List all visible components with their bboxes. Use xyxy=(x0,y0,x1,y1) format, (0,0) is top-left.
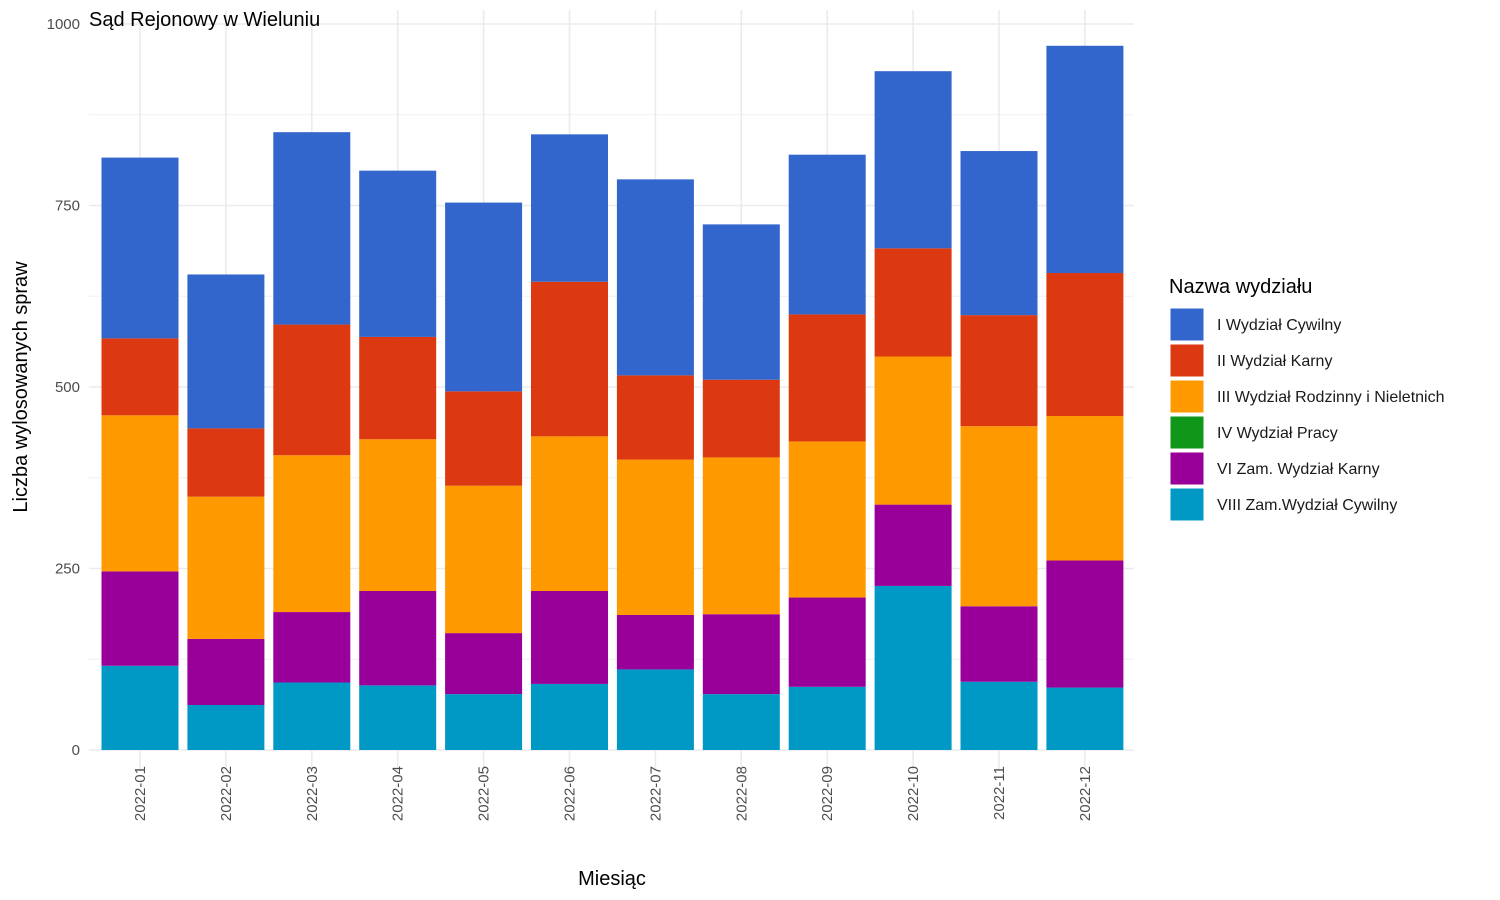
legend-label: I Wydział Cywilny xyxy=(1217,317,1341,334)
bar-segment xyxy=(273,612,351,683)
bar-segment xyxy=(788,441,866,598)
y-axis-ticks: 0 250 500 750 1000 xyxy=(47,16,80,759)
bar-segment xyxy=(445,694,523,750)
legend-swatch xyxy=(1169,451,1205,486)
bar-segment xyxy=(531,591,608,684)
x-tick-label: 2022-12 xyxy=(1077,766,1094,821)
x-tick-label: 2022-04 xyxy=(390,766,407,821)
legend-label: VIII Zam.Wydział Cywilny xyxy=(1217,497,1397,514)
bar-segment xyxy=(874,248,952,357)
bars xyxy=(101,45,1124,750)
bar-segment xyxy=(531,134,608,282)
bar-segment xyxy=(616,179,694,376)
x-tick-label: 2022-01 xyxy=(132,766,149,821)
bar-segment xyxy=(101,157,179,339)
chart-title: Sąd Rejonowy w Wieluniu xyxy=(89,9,320,31)
bar-segment xyxy=(788,597,866,687)
legend-swatch xyxy=(1169,487,1205,522)
bar-segment xyxy=(1046,687,1124,750)
bar-segment xyxy=(187,638,265,705)
bar-segment xyxy=(874,585,952,750)
bar-segment xyxy=(187,496,265,639)
bar-segment xyxy=(273,455,351,613)
bar-segment xyxy=(788,154,866,315)
legend-swatch xyxy=(1169,415,1205,450)
bar-segment xyxy=(187,274,265,429)
x-tick-label: 2022-05 xyxy=(476,766,493,821)
bar-segment xyxy=(960,315,1038,427)
bar-segment xyxy=(531,683,608,750)
legend-label: IV Wydział Pracy xyxy=(1217,425,1338,442)
bar-segment xyxy=(359,170,437,337)
bar-segment xyxy=(187,428,265,497)
bar-segment xyxy=(874,504,952,586)
bar-segment xyxy=(960,681,1038,750)
x-tick-label: 2022-06 xyxy=(562,766,579,821)
y-tick-label: 1000 xyxy=(47,16,80,33)
bar-segment xyxy=(445,391,523,486)
bar-segment xyxy=(874,71,952,249)
bar-segment xyxy=(273,324,351,456)
x-tick-label: 2022-10 xyxy=(905,766,922,821)
bar-segment xyxy=(531,281,608,437)
y-tick-label: 0 xyxy=(72,742,80,759)
y-tick-label: 750 xyxy=(55,198,80,215)
bar-segment xyxy=(445,485,523,634)
legend-title: Nazwa wydziału xyxy=(1169,276,1312,298)
bar-segment xyxy=(1046,560,1124,688)
x-tick-label: 2022-09 xyxy=(819,766,836,821)
bar-segment xyxy=(445,633,523,695)
bar-segment xyxy=(1046,416,1124,561)
bar-segment xyxy=(702,614,780,695)
bar-segment xyxy=(531,436,608,592)
bar-segment xyxy=(616,669,694,750)
bar-segment xyxy=(273,132,351,325)
bar-segment xyxy=(960,151,1038,316)
bar-segment xyxy=(445,202,523,392)
bar-segment xyxy=(702,379,780,458)
bar-segment xyxy=(359,439,437,592)
bar-segment xyxy=(359,685,437,750)
bar-segment xyxy=(874,356,952,505)
bar-segment xyxy=(702,457,780,615)
x-tick-label: 2022-02 xyxy=(218,766,235,821)
bar-segment xyxy=(616,459,694,615)
x-tick-label: 2022-07 xyxy=(647,766,664,821)
legend-label: II Wydział Karny xyxy=(1217,353,1332,370)
bar-segment xyxy=(702,694,780,750)
bar-segment xyxy=(788,314,866,442)
x-tick-label: 2022-03 xyxy=(304,766,321,821)
bar-segment xyxy=(359,336,437,440)
bar-segment xyxy=(101,338,179,416)
y-axis-title: Liczba wylosowanych spraw xyxy=(10,261,32,513)
bar-segment xyxy=(1046,45,1124,274)
bar-segment xyxy=(101,571,179,666)
x-tick-label: 2022-11 xyxy=(991,766,1008,820)
bar-segment xyxy=(960,426,1038,607)
bar-segment xyxy=(788,686,866,750)
legend-swatch xyxy=(1169,379,1205,414)
bar-segment xyxy=(702,224,780,380)
x-axis-title: Miesiąc xyxy=(578,868,646,890)
legend-swatch xyxy=(1169,307,1205,342)
legend-swatch xyxy=(1169,343,1205,378)
bar-segment xyxy=(616,375,694,460)
y-tick-label: 250 xyxy=(55,561,80,578)
legend-label: III Wydział Rodzinny i Nieletnich xyxy=(1217,389,1445,406)
x-axis-ticks: 2022-01 2022-02 2022-03 2022-04 2022-05 2022-… xyxy=(132,766,1094,821)
bar-segment xyxy=(616,614,694,670)
bar-segment xyxy=(1046,273,1124,417)
bar-segment xyxy=(273,682,351,750)
bar-segment xyxy=(960,606,1038,682)
bar-segment xyxy=(359,591,437,686)
bar-segment xyxy=(187,704,265,750)
legend-label: VI Zam. Wydział Karny xyxy=(1217,461,1380,478)
bar-segment xyxy=(101,415,179,572)
y-tick-label: 500 xyxy=(55,379,80,396)
bar-segment xyxy=(101,665,179,750)
x-tick-label: 2022-08 xyxy=(733,766,750,821)
legend: Nazwa wydziału I Wydział Cywilny II Wydzi… xyxy=(1169,276,1445,522)
